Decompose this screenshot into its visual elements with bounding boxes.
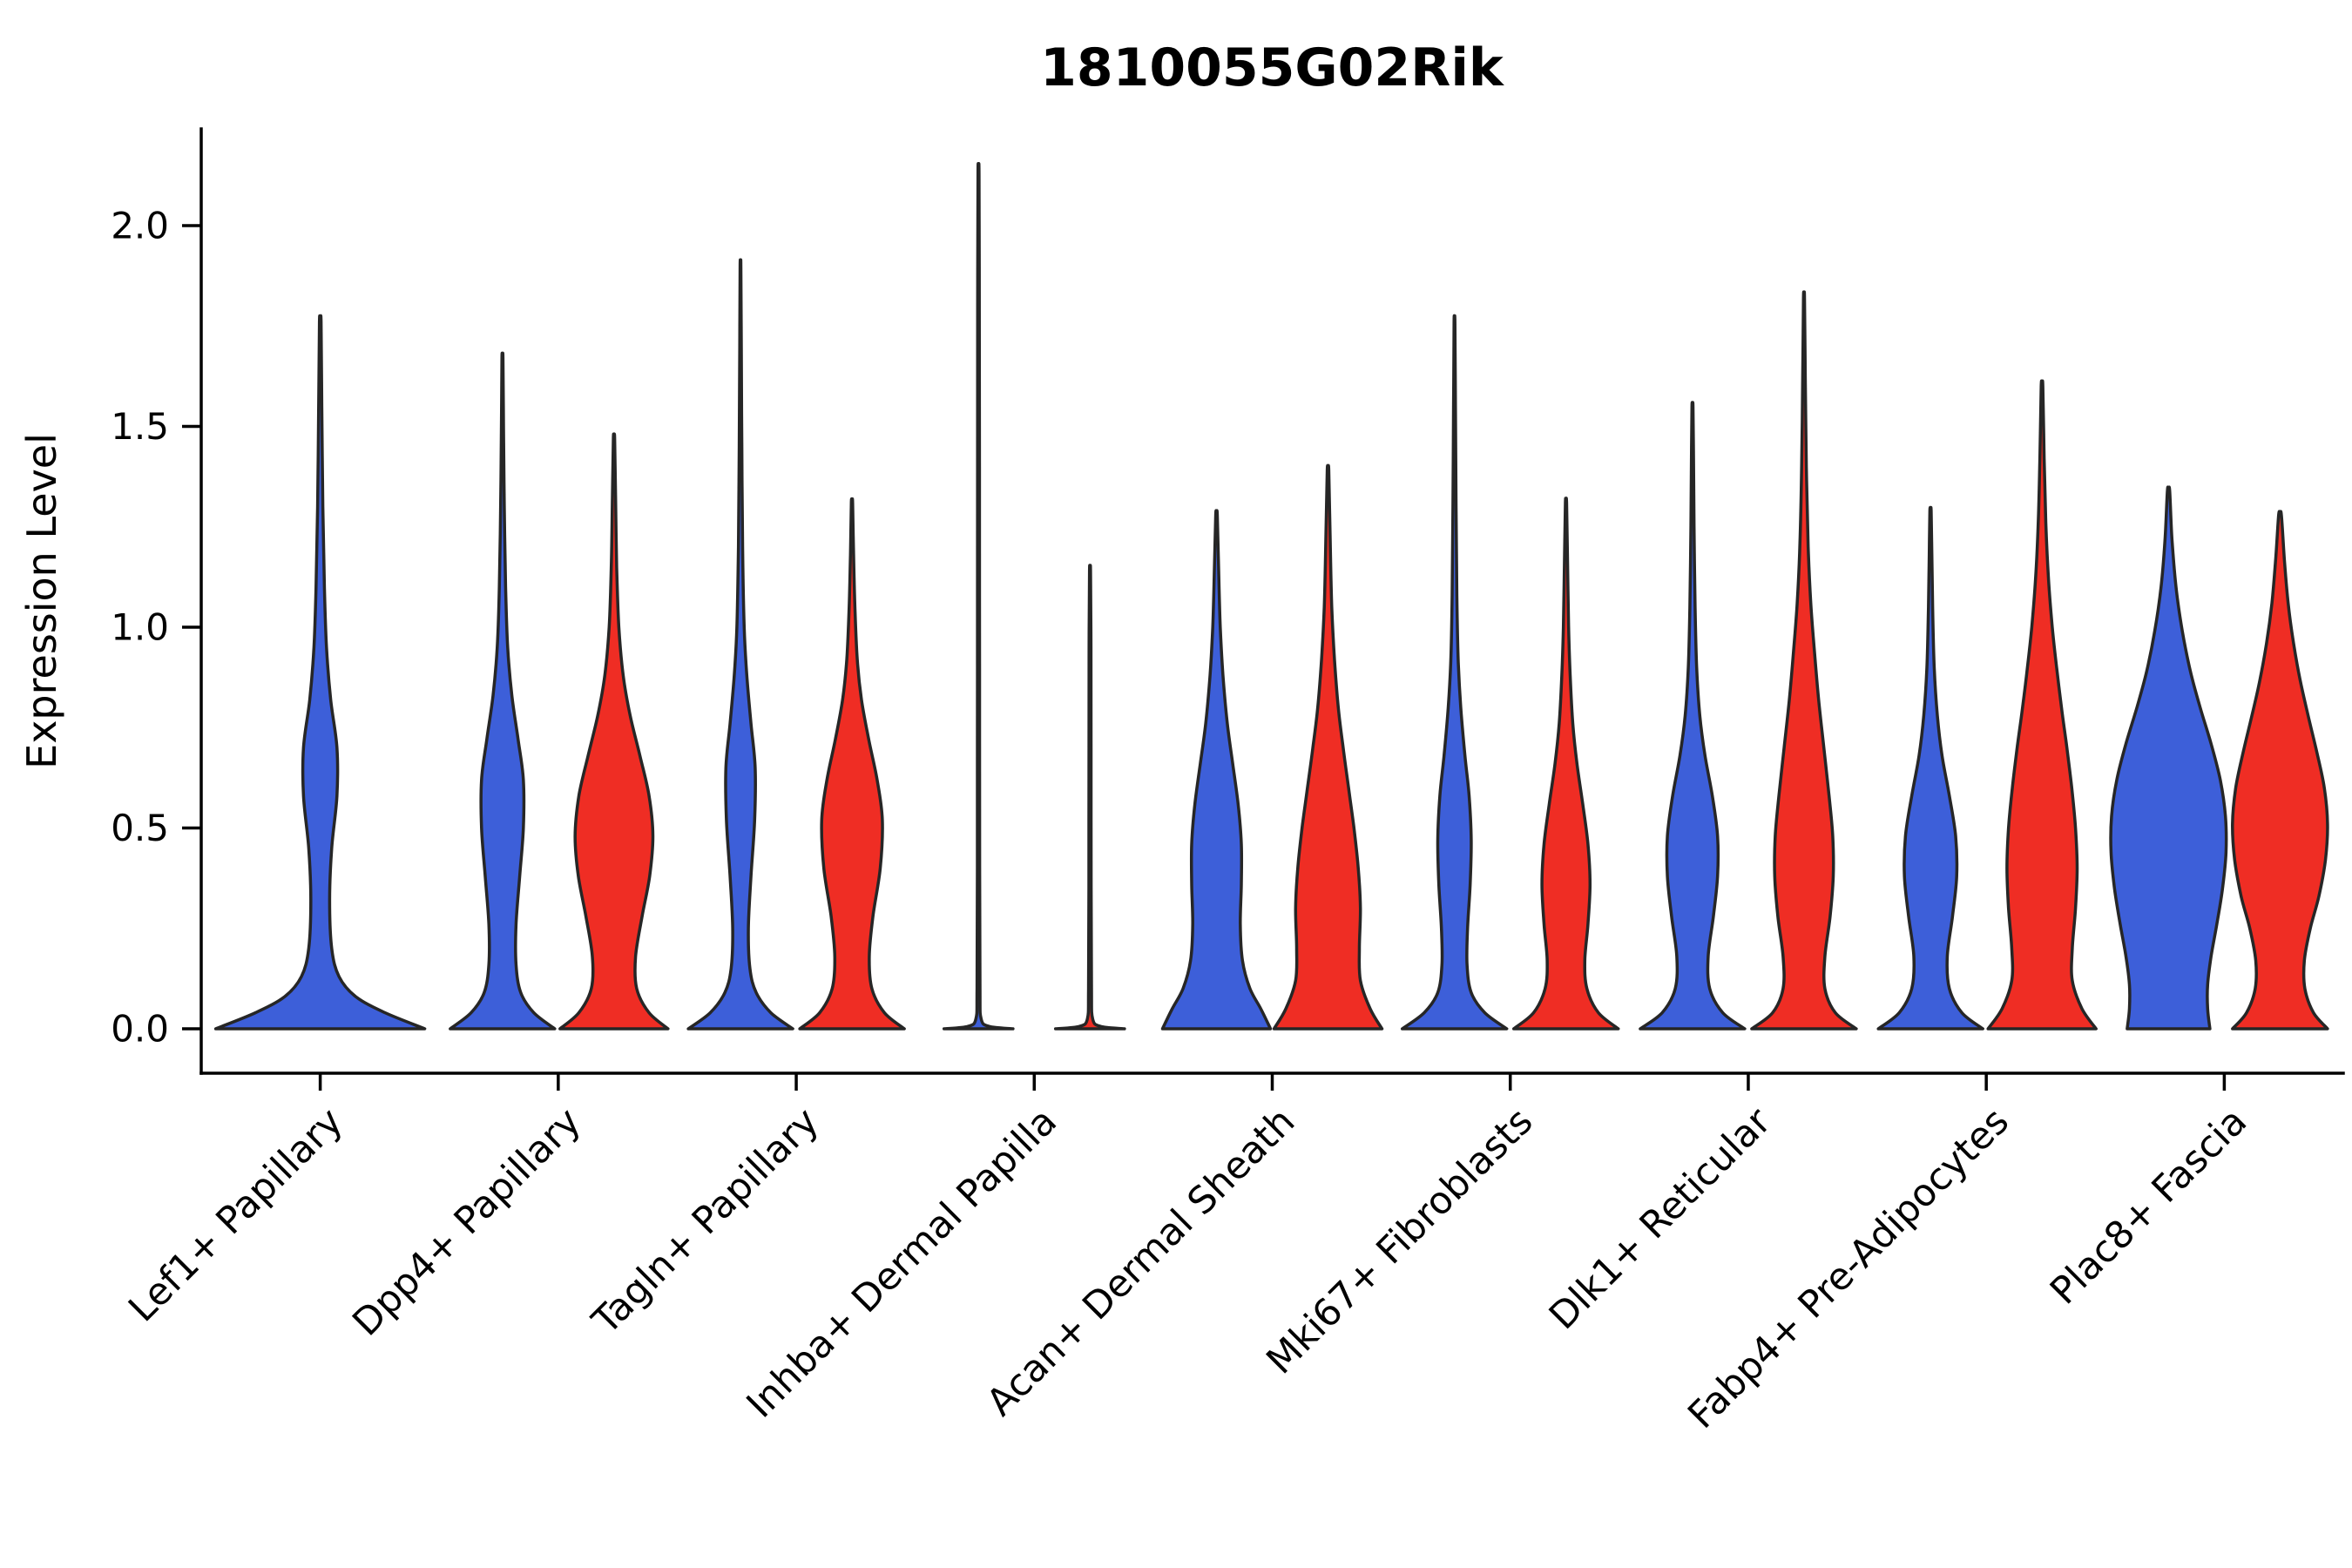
violin-inhba-dermal-papilla-blue [942,162,1015,1031]
violin-shapes [213,162,2329,1031]
y-tick-label: 1.5 [111,405,169,448]
y-tick-label: 0.5 [111,807,169,849]
y-tick-label: 1.0 [111,606,169,649]
violin-lef1-papillary-blue [213,314,427,1031]
y-tick-label: 2.0 [111,205,169,247]
violin-mki67-fibroblasts-red [1511,497,1620,1031]
x-tick-label-dlk1-reticular: Dlk1+ Reticular [1541,1099,1780,1338]
violin-mki67-fibroblasts-blue [1400,314,1509,1031]
violin-tagln-papillary-blue [686,258,794,1031]
violin-acan-dermal-sheath-red [1272,463,1384,1031]
violin-tagln-papillary-red [798,497,906,1031]
violin-inhba-dermal-papilla-red [1053,564,1126,1031]
violin-dlk1-reticular-red [1750,290,1858,1031]
y-tick-label: 0.0 [111,1008,169,1051]
y-axis-ticks: 0.0 0.5 1.0 1.5 2.0 [111,205,201,1051]
violin-plac8-fascia-red [2231,510,2329,1031]
x-tick-label-tagln-papillary: Tagln+ Papillary [584,1099,828,1343]
chart-title: 1810055G02Rik [1040,37,1505,98]
x-tick-label-plac8-fascia: Plac8+ Fascia [2042,1099,2255,1313]
violin-dlk1-reticular-blue [1639,401,1747,1031]
violin-dpp4-papillary-blue [449,351,557,1031]
violin-plac8-fascia-blue [2109,485,2228,1031]
violin-fabp4-pre-adipocytes-red [1986,379,2098,1031]
violin-fabp4-pre-adipocytes-blue [1876,505,1984,1031]
x-tick-label-mki67-fibroblasts: Mki67+ Fibroblasts [1259,1099,1542,1382]
y-axis-label: Expression Level [18,433,65,769]
x-tick-label-dpp4-papillary: Dpp4+ Papillary [344,1099,589,1344]
x-tick-label-lef1-papillary: Lef1+ Papillary [120,1099,351,1330]
violin-acan-dermal-sheath-blue [1160,509,1273,1031]
violin-dpp4-papillary-red [558,432,670,1031]
